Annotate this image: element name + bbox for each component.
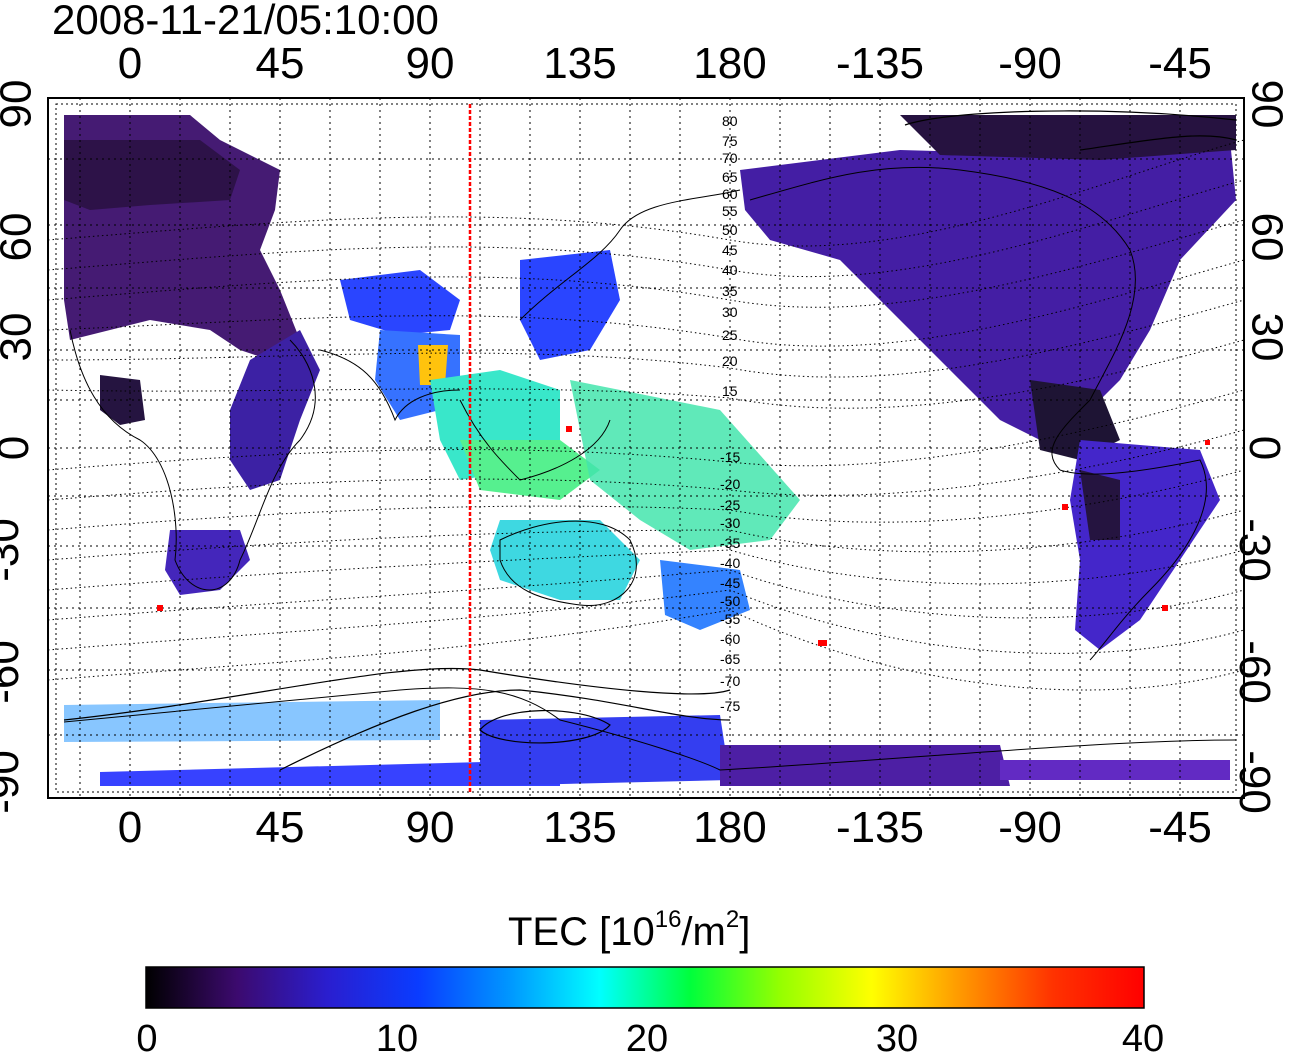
contour-label: -35 <box>720 535 740 551</box>
hot-points <box>157 426 1210 646</box>
contour-label: 60 <box>722 186 738 202</box>
tec-region-antarctica-mid <box>480 715 730 786</box>
tec-region-china <box>520 250 620 360</box>
contour-label: -25 <box>720 497 740 513</box>
tec-region-antarctica-bottom <box>100 760 560 786</box>
colorbar-label-end: ] <box>739 910 751 954</box>
top-x-tick: -135 <box>835 39 925 88</box>
tec-region-central-america <box>1030 380 1120 460</box>
tec-region-south-america-dark <box>1080 470 1120 540</box>
bottom-x-tick: -135 <box>835 803 925 852</box>
tec-region-antarctica-far-right <box>1000 760 1230 780</box>
bottom-x-tick: 90 <box>405 803 455 852</box>
top-x-tick: -90 <box>998 39 1062 88</box>
tec-region-antarctica-right <box>720 745 1010 786</box>
tec-region-australia <box>490 520 640 600</box>
colorbar-tick: 30 <box>875 1018 919 1060</box>
tec-region-south-america <box>1070 440 1220 650</box>
tec-region-arctic <box>900 115 1236 160</box>
colorbar-label-exp1: 16 <box>654 905 682 933</box>
top-x-tick: 180 <box>693 39 767 88</box>
tec-region-pacific <box>570 380 800 550</box>
top-x-tick: 135 <box>543 39 617 88</box>
colorbar <box>145 966 1145 1009</box>
tec-region-africa-west <box>100 375 145 425</box>
contour-label: 15 <box>722 383 738 399</box>
tec-region-polar-belt <box>64 700 440 742</box>
magnetic-contours <box>48 139 1244 691</box>
coastlines <box>63 166 1237 771</box>
contour-label: 55 <box>722 203 738 219</box>
contour-label: 50 <box>722 222 738 238</box>
colorbar-label: TEC [1016/m2] <box>508 905 751 956</box>
contour-label: 45 <box>722 242 738 258</box>
contour-label: -50 <box>720 593 740 609</box>
contour-label: -45 <box>720 575 740 591</box>
colorbar-tick: 20 <box>625 1018 669 1060</box>
contour-label: 75 <box>722 133 738 149</box>
colorbar-label-main: TEC [10 <box>508 910 655 954</box>
top-x-tick: -45 <box>1148 39 1212 88</box>
graticule <box>48 98 1244 798</box>
contour-label: 30 <box>722 304 738 320</box>
contour-label: 80 <box>722 113 738 129</box>
contour-label: -60 <box>720 631 740 647</box>
tec-region-southern-africa <box>165 530 250 595</box>
contour-label: -30 <box>720 515 740 531</box>
tec-data-layer <box>64 115 1236 786</box>
contour-label: -15 <box>720 449 740 465</box>
contour-label: 70 <box>722 150 738 166</box>
tec-region-europe-dark <box>64 140 240 210</box>
top-x-tick: 45 <box>255 39 305 88</box>
timestamp-title: 2008-11-21/05:10:00 <box>52 0 439 43</box>
contour-label: 40 <box>722 262 738 278</box>
colorbar-label-mid: /m <box>681 910 726 954</box>
contour-label: -75 <box>720 698 740 714</box>
colorbar-tick: 10 <box>375 1018 419 1060</box>
bottom-x-tick: -90 <box>998 803 1062 852</box>
bottom-x-tick: 45 <box>255 803 305 852</box>
tec-region-india-hot <box>418 345 448 385</box>
contour-label: 35 <box>722 283 738 299</box>
bottom-x-tick: 0 <box>117 803 143 852</box>
bottom-x-tick: 180 <box>693 803 767 852</box>
colorbar-tick: 40 <box>1121 1018 1165 1060</box>
contour-label: -65 <box>720 651 740 667</box>
contour-label: 20 <box>722 353 738 369</box>
contour-label: -20 <box>720 476 740 492</box>
tec-region-africa-east <box>230 330 320 490</box>
contour-label: 25 <box>722 327 738 343</box>
contour-label: 65 <box>722 169 738 185</box>
contour-label: -70 <box>720 673 740 689</box>
top-x-tick: 90 <box>405 39 455 88</box>
colorbar-tick: 0 <box>136 1018 158 1060</box>
top-x-tick: 0 <box>117 39 143 88</box>
colorbar-label-exp2: 2 <box>725 905 740 933</box>
bottom-x-tick: -45 <box>1148 803 1212 852</box>
solid-contours <box>63 110 1237 771</box>
tec-region-nz <box>660 560 750 630</box>
tec-region-central-asia <box>340 270 460 335</box>
tec-region-north-america <box>740 140 1236 440</box>
contour-label: -40 <box>720 555 740 571</box>
contour-label: -55 <box>720 611 740 627</box>
bottom-x-tick: 135 <box>543 803 617 852</box>
